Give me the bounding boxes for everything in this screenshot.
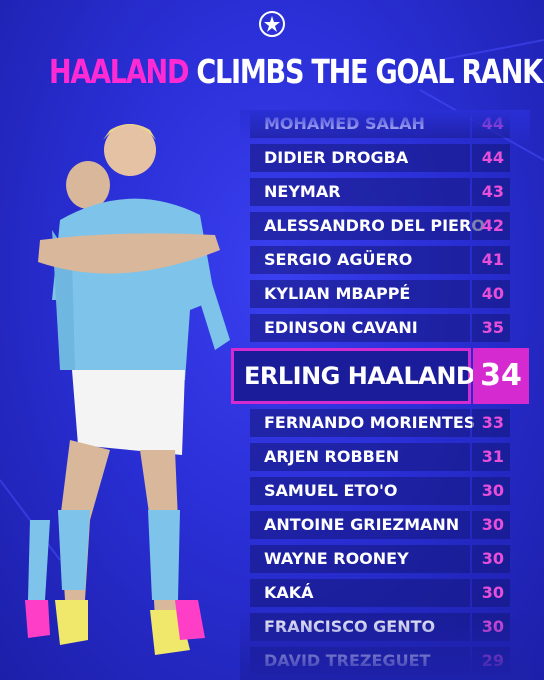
player-goals: 30 — [472, 511, 510, 539]
player-name: FERNANDO MORIENTES — [250, 409, 475, 437]
ranking-row: NEYMAR 43 — [250, 178, 510, 206]
ranking-row: SAMUEL ETO'O 30 — [250, 477, 510, 505]
ranking-row: DIDIER DROGBA 44 — [250, 144, 510, 172]
player-goals: 40 — [472, 280, 510, 308]
player-goals: 30 — [472, 545, 510, 573]
fade-top — [240, 110, 530, 145]
player-name: SERGIO AGÜERO — [250, 246, 470, 274]
player-goals: 33 — [472, 409, 510, 437]
player-name: EDINSON CAVANI — [250, 314, 470, 342]
ranking-row: KAKÁ 30 — [250, 579, 510, 607]
player-name: ANTOINE GRIEZMANN — [250, 511, 470, 539]
logo — [259, 11, 285, 37]
player-goals: 31 — [472, 443, 510, 471]
featured-goals: 34 — [473, 348, 529, 404]
player-goals: 30 — [472, 477, 510, 505]
title-rest: CLIMBS THE GOAL RANKINGS — [196, 52, 544, 91]
featured-name: ERLING HAALAND — [231, 348, 476, 404]
player-goals: 42 — [472, 212, 510, 240]
ranking-row: KYLIAN MBAPPÉ 40 — [250, 280, 510, 308]
fade-bottom — [240, 610, 530, 680]
player-name: ARJEN ROBBEN — [250, 443, 470, 471]
player-name: DIDIER DROGBA — [250, 144, 470, 172]
player-name: NEYMAR — [250, 178, 470, 206]
player-illustration — [25, 124, 230, 655]
player-goals: 43 — [472, 178, 510, 206]
ranking-row: FERNANDO MORIENTES 33 — [250, 409, 510, 437]
player-goals: 30 — [472, 579, 510, 607]
player-name: KAKÁ — [250, 579, 470, 607]
ranking-row: EDINSON CAVANI 35 — [250, 314, 510, 342]
player-name: ALESSANDRO DEL PIERO — [250, 212, 485, 240]
player-name: KYLIAN MBAPPÉ — [250, 280, 470, 308]
ranking-row: WAYNE ROONEY 30 — [250, 545, 510, 573]
player-goals: 35 — [472, 314, 510, 342]
featured-row: ERLING HAALAND 34 — [231, 348, 529, 404]
player-goals: 41 — [472, 246, 510, 274]
ranking-row: SERGIO AGÜERO 41 — [250, 246, 510, 274]
player-goals: 44 — [472, 144, 510, 172]
title-highlight: HAALAND — [48, 52, 189, 91]
player-name: SAMUEL ETO'O — [250, 477, 470, 505]
ranking-row: ARJEN ROBBEN 31 — [250, 443, 510, 471]
ranking-row: ALESSANDRO DEL PIERO 42 — [250, 212, 510, 240]
player-name: WAYNE ROONEY — [250, 545, 470, 573]
title: HAALAND CLIMBS THE GOAL RANKINGS — [48, 52, 544, 91]
ranking-row: ANTOINE GRIEZMANN 30 — [250, 511, 510, 539]
